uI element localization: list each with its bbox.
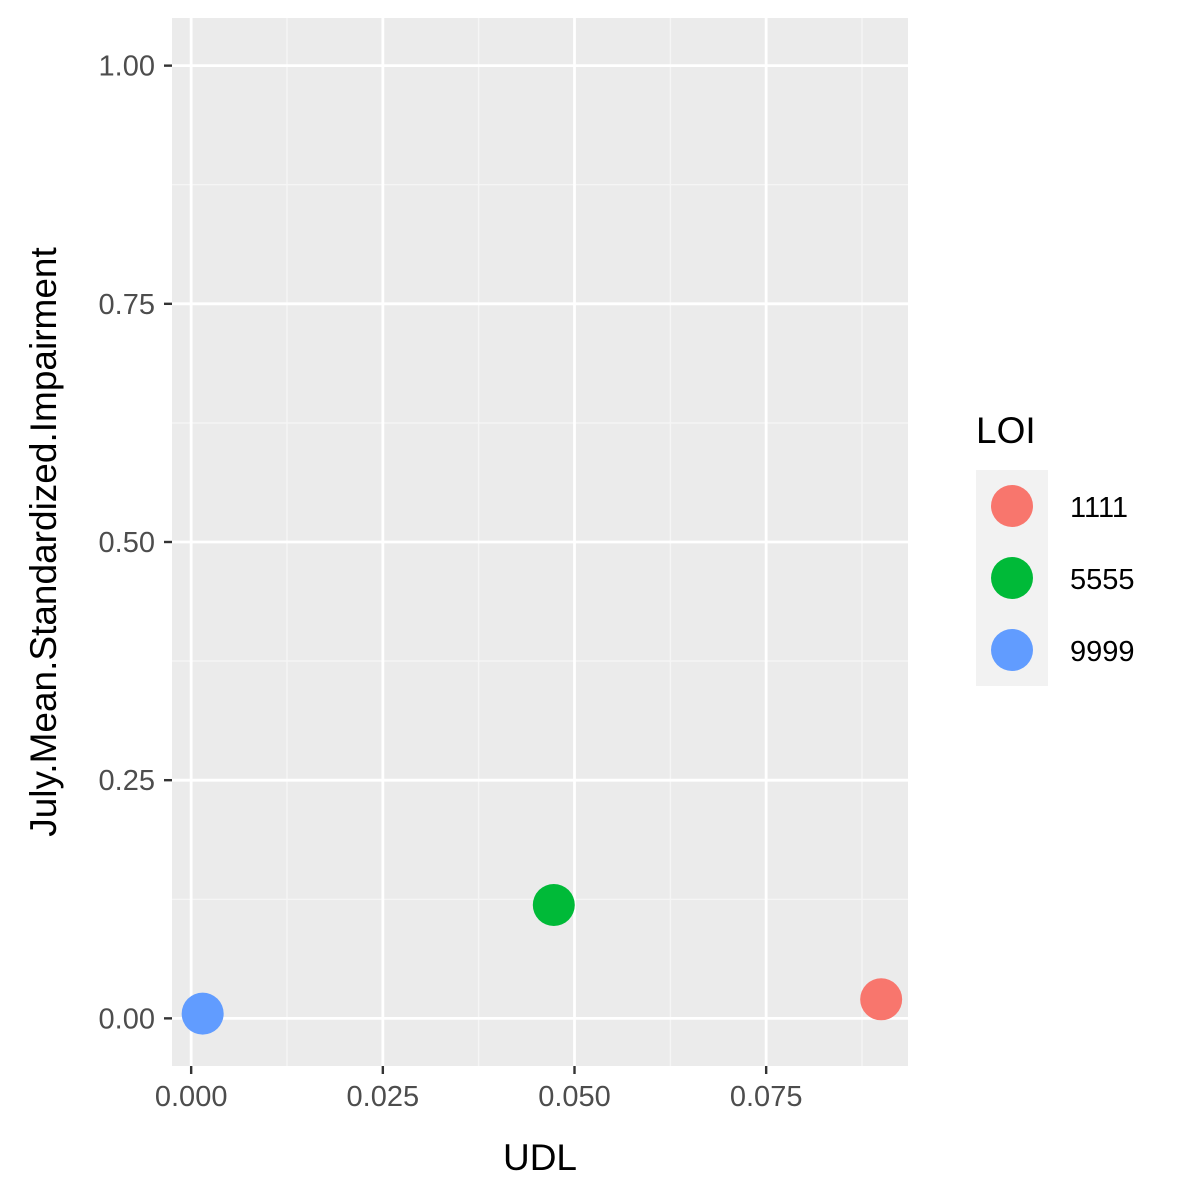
y-tick-label: 0.00 [99, 1003, 155, 1035]
x-tick-label: 0.000 [155, 1081, 228, 1113]
legend-key-1111 [991, 485, 1033, 527]
legend-label-1111: 1111 [1070, 492, 1128, 524]
legend-title: LOI [976, 410, 1036, 451]
legend-entries: 1111 5555 9999 [991, 485, 1135, 671]
data-point-5555 [532, 883, 575, 926]
major-gridlines [172, 18, 908, 1066]
x-axis-title: UDL [503, 1137, 577, 1178]
x-tick-label: 0.075 [730, 1081, 803, 1113]
data-point-9999 [181, 992, 224, 1035]
y-tick-label: 0.75 [99, 289, 155, 321]
y-axis-title: July.Mean.Standardized.Impairment [23, 247, 64, 837]
legend-label-9999: 9999 [1070, 636, 1135, 668]
y-tick-label: 0.50 [99, 527, 155, 559]
x-tick-label: 0.050 [538, 1081, 611, 1113]
y-tick-label: 0.25 [99, 765, 155, 797]
x-axis: 0.000 0.025 0.050 0.075 [155, 1066, 803, 1113]
legend-key-9999 [991, 629, 1033, 671]
y-axis: 0.00 0.25 0.50 0.75 1.00 [99, 51, 172, 1035]
data-points [181, 883, 903, 1035]
legend-label-5555: 5555 [1070, 564, 1135, 596]
y-tick-label: 1.00 [99, 51, 155, 83]
legend: LOI 1111 5555 9999 [976, 410, 1135, 686]
x-tick-label: 0.025 [347, 1081, 420, 1113]
data-point-1111 [860, 978, 903, 1021]
legend-key-5555 [991, 557, 1033, 599]
